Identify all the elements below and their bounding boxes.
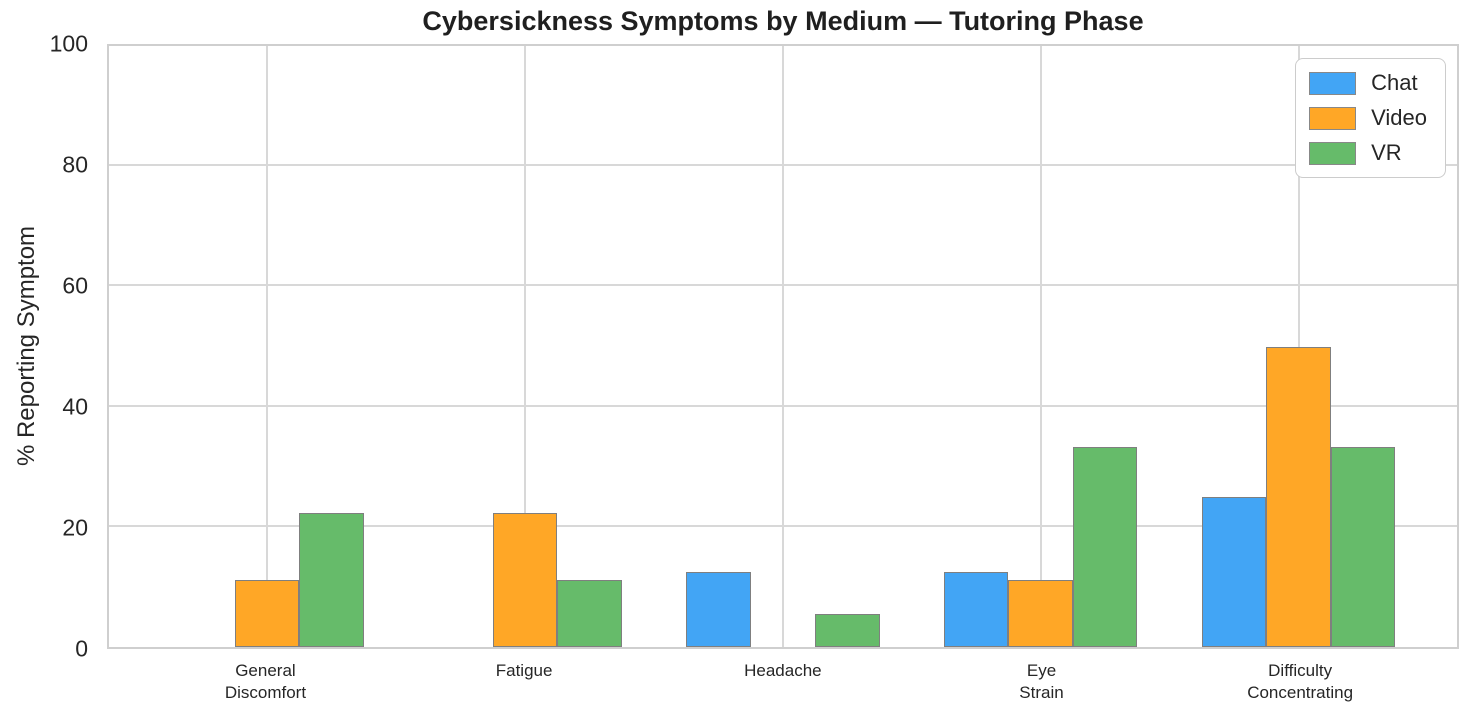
legend-swatch-vr: [1309, 141, 1357, 165]
bar-vr-eye-strain: [1072, 446, 1138, 647]
x-tick-label-headache: Headache: [744, 661, 822, 680]
legend-swatch-video: [1309, 106, 1357, 130]
bar-chat-eye-strain: [943, 571, 1009, 647]
bar-video-general-discomfort: [234, 580, 300, 647]
legend-label-video: Video: [1371, 105, 1427, 130]
bar-video-difficulty-concentrating: [1266, 346, 1331, 647]
x-tick-label-eye-strain: Eye Strain: [1019, 661, 1064, 703]
x-tick-label-general-discomfort: General Discomfort: [224, 661, 307, 703]
bar-vr-fatigue: [557, 580, 622, 647]
legend-swatch-chat: [1309, 71, 1357, 95]
bar-vr-headache: [815, 613, 880, 647]
plot-area: Chat Video VR: [107, 44, 1459, 649]
bar-chat-headache: [686, 571, 751, 647]
bar-video-eye-strain: [1008, 580, 1073, 647]
y-tick-label-0: 0: [75, 635, 88, 662]
legend-item-chat: Chat: [1309, 70, 1427, 96]
bar-chat-difficulty-concentrating: [1201, 496, 1267, 647]
legend-item-video: Video: [1309, 105, 1427, 131]
legend-item-vr: VR: [1309, 140, 1427, 166]
y-axis-label: % Reporting Symptom: [13, 225, 40, 467]
gridline-x-2: [781, 46, 784, 647]
x-tick-label-fatigue: Fatigue: [495, 661, 553, 680]
gridline-x-0: [265, 46, 268, 647]
gridline-x-1: [523, 46, 526, 647]
bar-vr-general-discomfort: [299, 513, 364, 647]
y-tick-label-100: 100: [49, 30, 88, 57]
legend-label-vr: VR: [1371, 140, 1402, 165]
y-tick-label-80: 80: [62, 151, 88, 178]
y-tick-label-40: 40: [62, 393, 88, 420]
legend-label-chat: Chat: [1371, 70, 1418, 95]
chart-title: Cybersickness Symptoms by Medium — Tutor…: [422, 6, 1144, 36]
y-tick-label-20: 20: [62, 514, 88, 541]
y-tick-label-60: 60: [62, 272, 88, 299]
x-tick-label-difficulty-concentrating: Difficulty Concentrating: [1247, 661, 1354, 703]
bar-video-fatigue: [492, 513, 558, 647]
gridline-x-3: [1039, 46, 1042, 647]
legend: Chat Video VR: [1295, 58, 1446, 178]
bar-vr-difficulty-concentrating: [1330, 446, 1396, 647]
